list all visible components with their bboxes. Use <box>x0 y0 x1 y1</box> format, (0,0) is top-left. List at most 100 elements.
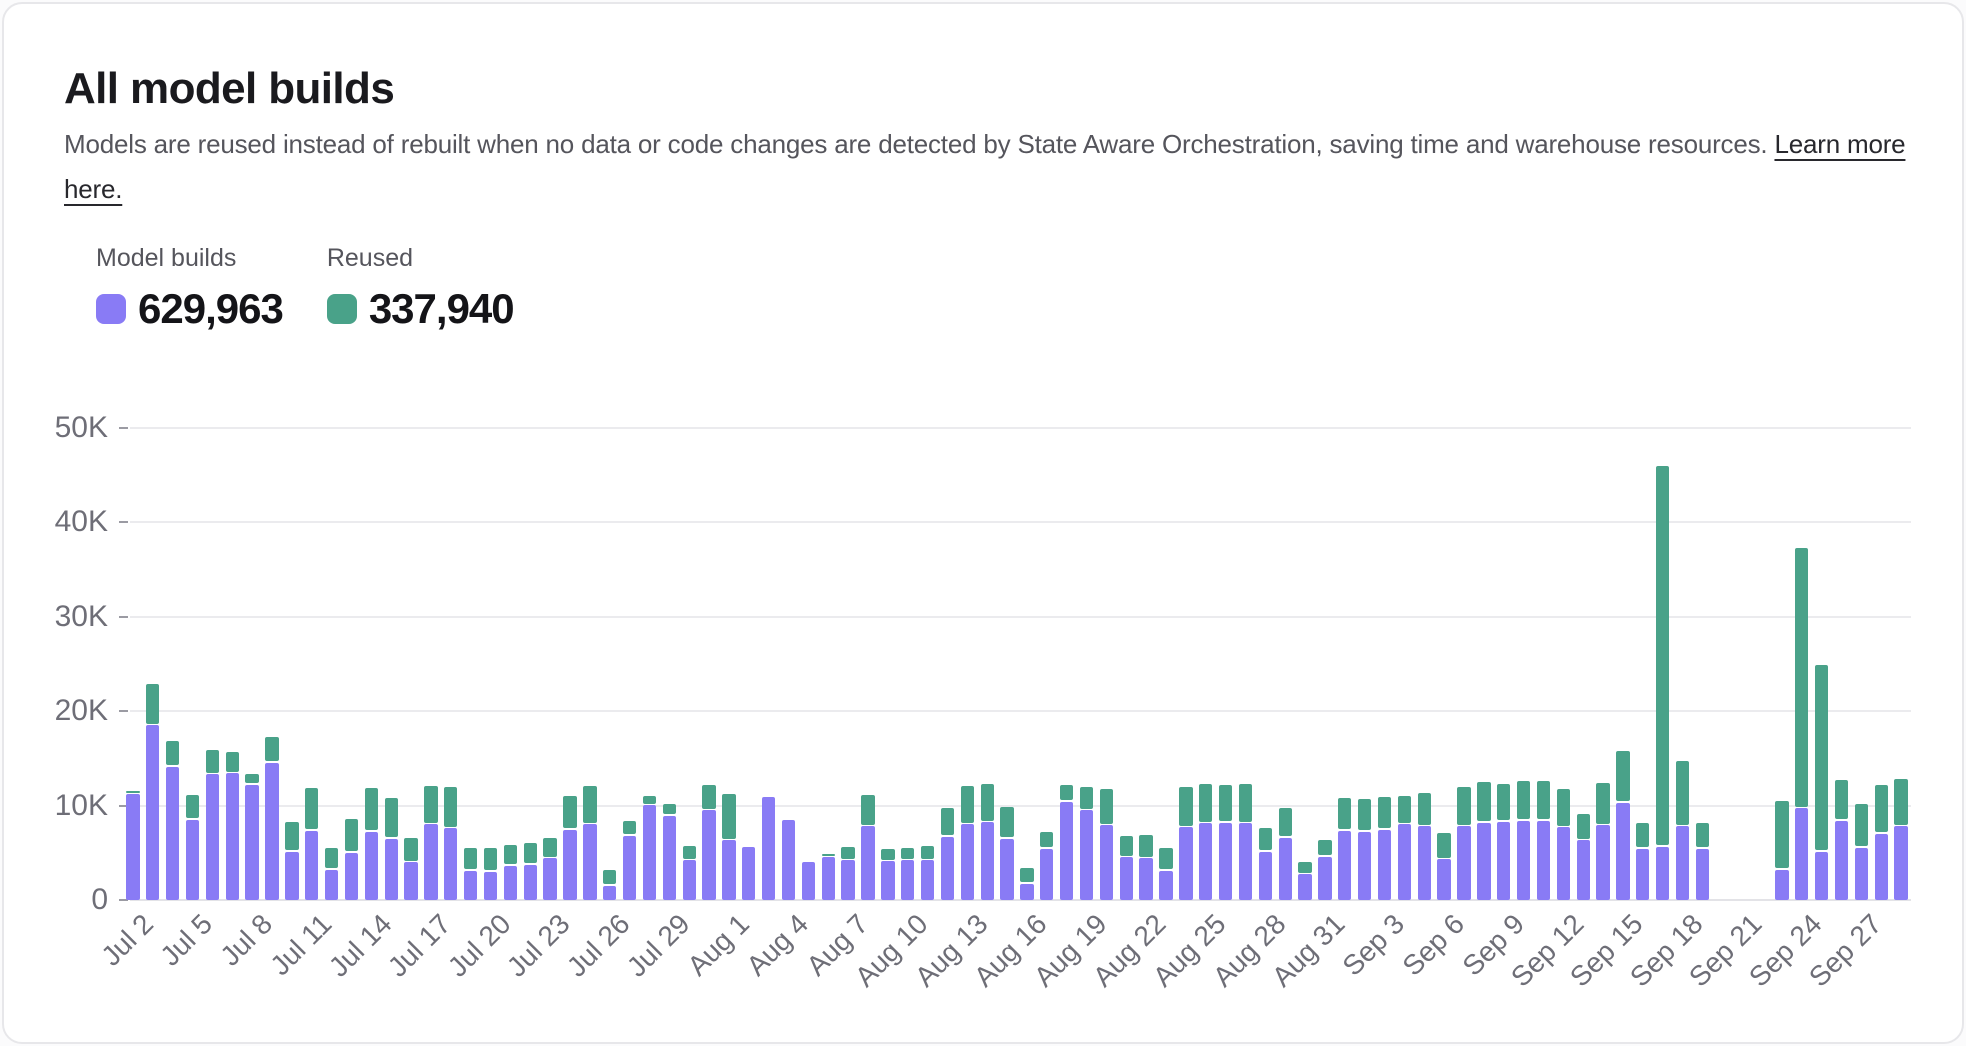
bar-aug-30[interactable] <box>1298 862 1312 900</box>
bar-sep-27[interactable] <box>1854 803 1869 900</box>
bar-jul-6[interactable] <box>205 749 220 900</box>
bar-sep-25[interactable] <box>1814 664 1829 900</box>
reused-segment <box>1318 839 1332 855</box>
bar-aug-19[interactable] <box>1079 786 1094 900</box>
bar-sep-13[interactable] <box>1576 814 1590 900</box>
bar-jul-15[interactable] <box>384 797 398 900</box>
bar-aug-23[interactable] <box>1159 848 1173 900</box>
reused-segment <box>1159 848 1173 870</box>
bar-sep-29[interactable] <box>1894 779 1908 900</box>
model-builds-segment <box>1477 822 1491 900</box>
bar-jul-8[interactable] <box>245 774 259 900</box>
bar-sep-26[interactable] <box>1834 779 1849 900</box>
bar-jul-11[interactable] <box>305 787 319 900</box>
bar-jul-18[interactable] <box>444 786 458 900</box>
bar-sep-14[interactable] <box>1596 782 1610 900</box>
bar-jul-31[interactable] <box>702 784 716 900</box>
bar-aug-4[interactable] <box>781 819 796 900</box>
bar-aug-5[interactable] <box>801 862 816 900</box>
bar-sep-6[interactable] <box>1437 832 1451 900</box>
bar-jul-2[interactable] <box>126 790 140 900</box>
bar-aug-14[interactable] <box>980 783 994 900</box>
bar-aug-18[interactable] <box>1059 784 1074 900</box>
bar-aug-31[interactable] <box>1318 839 1332 900</box>
bar-sep-12[interactable] <box>1556 789 1571 900</box>
bar-sep-11[interactable] <box>1536 780 1551 900</box>
bar-jul-28[interactable] <box>642 796 657 900</box>
bar-sep-23[interactable] <box>1775 800 1789 900</box>
bar-aug-16[interactable] <box>1020 867 1034 900</box>
bar-sep-3[interactable] <box>1377 797 1392 900</box>
model-builds-segment <box>1258 851 1273 900</box>
bar-sep-2[interactable] <box>1357 798 1372 900</box>
bar-sep-1[interactable] <box>1338 797 1352 900</box>
model-builds-segment <box>1497 821 1511 900</box>
bar-jul-13[interactable] <box>344 818 359 900</box>
bar-sep-8[interactable] <box>1477 781 1491 900</box>
bar-sep-5[interactable] <box>1417 793 1431 900</box>
bar-sep-7[interactable] <box>1457 786 1471 900</box>
bar-jul-23[interactable] <box>543 837 557 900</box>
bar-aug-26[interactable] <box>1218 784 1233 900</box>
bar-aug-13[interactable] <box>960 785 975 900</box>
reused-segment <box>1536 780 1551 819</box>
bar-jul-24[interactable] <box>563 796 577 900</box>
bar-aug-3[interactable] <box>761 797 776 900</box>
bar-aug-17[interactable] <box>1040 831 1054 900</box>
bar-sep-24[interactable] <box>1795 548 1809 900</box>
bar-jul-17[interactable] <box>424 785 438 900</box>
bar-sep-28[interactable] <box>1874 784 1888 900</box>
bar-jul-27[interactable] <box>622 820 637 900</box>
bar-jul-7[interactable] <box>225 751 239 900</box>
bar-sep-10[interactable] <box>1516 780 1531 900</box>
reused-segment <box>384 797 398 837</box>
bar-jul-3[interactable] <box>146 683 160 900</box>
bar-jul-20[interactable] <box>483 848 498 900</box>
reused-segment <box>1199 783 1213 822</box>
bar-jul-21[interactable] <box>503 845 518 900</box>
bar-jul-9[interactable] <box>265 736 279 900</box>
bar-sep-18[interactable] <box>1675 761 1690 900</box>
bar-jul-25[interactable] <box>583 785 597 900</box>
bar-sep-17[interactable] <box>1655 466 1670 900</box>
bar-aug-25[interactable] <box>1199 783 1213 900</box>
bar-aug-21[interactable] <box>1119 835 1133 900</box>
bar-sep-15[interactable] <box>1616 750 1630 900</box>
bar-aug-2[interactable] <box>742 847 756 900</box>
bar-aug-10[interactable] <box>901 848 915 900</box>
reused-segment <box>702 784 716 809</box>
bar-aug-22[interactable] <box>1139 834 1153 900</box>
bar-aug-15[interactable] <box>1000 807 1014 900</box>
bar-aug-11[interactable] <box>920 846 935 900</box>
bar-aug-7[interactable] <box>841 847 855 900</box>
bar-aug-9[interactable] <box>881 848 895 900</box>
bar-aug-24[interactable] <box>1179 786 1193 900</box>
bar-jul-26[interactable] <box>603 869 617 900</box>
bar-aug-12[interactable] <box>940 808 955 900</box>
bar-aug-8[interactable] <box>861 795 875 900</box>
bar-sep-19[interactable] <box>1695 823 1710 900</box>
bar-jul-30[interactable] <box>682 846 696 900</box>
bar-jul-16[interactable] <box>404 837 418 900</box>
bar-jul-10[interactable] <box>285 821 299 900</box>
bar-sep-4[interactable] <box>1397 796 1412 900</box>
bar-jul-4[interactable] <box>165 741 180 900</box>
bar-aug-27[interactable] <box>1238 783 1253 900</box>
bar-jul-14[interactable] <box>364 787 379 900</box>
bar-aug-6[interactable] <box>821 853 835 900</box>
bar-jul-12[interactable] <box>324 848 339 900</box>
reused-segment <box>821 853 835 856</box>
bar-sep-9[interactable] <box>1497 783 1511 900</box>
bar-aug-29[interactable] <box>1278 808 1292 900</box>
bar-aug-20[interactable] <box>1099 789 1114 900</box>
bar-jul-19[interactable] <box>463 848 478 900</box>
learn-more-link[interactable]: Learn more here. <box>64 129 1906 204</box>
bar-aug-1[interactable] <box>722 794 736 900</box>
bar-sep-16[interactable] <box>1636 822 1650 900</box>
bar-jul-5[interactable] <box>185 795 200 900</box>
bar-jul-22[interactable] <box>523 843 537 900</box>
reused-segment <box>1655 466 1670 846</box>
bar-aug-28[interactable] <box>1258 828 1273 900</box>
bar-jul-29[interactable] <box>662 803 677 900</box>
